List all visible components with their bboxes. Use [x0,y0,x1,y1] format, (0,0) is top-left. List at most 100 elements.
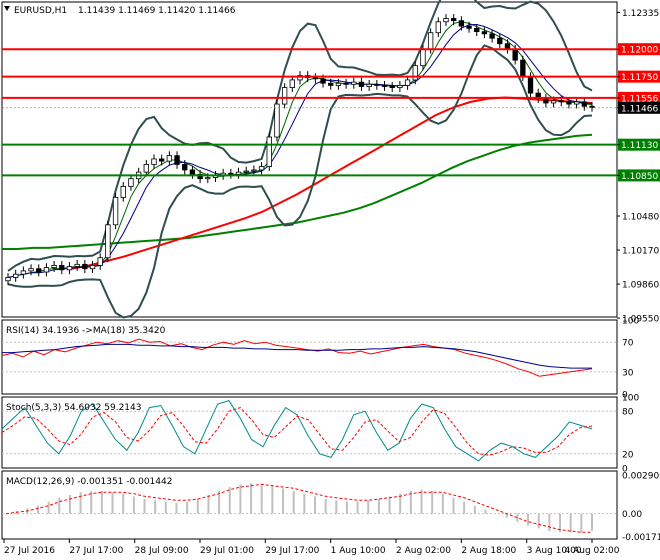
candle[interactable] [504,39,511,54]
candle[interactable] [512,44,518,65]
candle-body [159,158,165,162]
candle[interactable] [351,77,357,89]
candle[interactable] [366,79,372,91]
candle[interactable] [312,73,319,84]
stochastic-panel[interactable] [1,400,617,462]
candle-body [312,77,319,80]
candle[interactable] [235,167,242,179]
candle-body [205,177,211,180]
candle[interactable] [182,160,188,175]
candle[interactable] [481,27,488,39]
macd-panel[interactable] [2,483,617,533]
candle[interactable] [5,273,11,286]
candle-body [151,158,157,165]
candle[interactable] [59,261,65,275]
candle[interactable] [174,151,180,169]
candle[interactable] [151,154,157,169]
time-tick-label: 27 Jul 2016 [4,546,55,556]
candle[interactable] [404,75,411,90]
rsi-line [1,338,593,377]
candle[interactable] [443,14,449,27]
candle-body [74,263,80,267]
candle[interactable] [358,77,365,91]
candle[interactable] [20,266,27,279]
candle[interactable] [228,168,234,179]
stoch-tick-label: 20 [622,450,634,460]
level-price-box [618,138,660,151]
candle[interactable] [13,269,19,282]
candle[interactable] [266,132,272,172]
candle[interactable] [458,16,465,31]
candle[interactable] [297,71,303,85]
candle-body [228,172,234,175]
price-panel[interactable] [2,0,617,319]
candle[interactable] [159,154,165,166]
rsi-panel[interactable] [1,338,617,377]
macd-tick-label: 0.002903 [622,471,660,481]
candle[interactable] [451,14,457,26]
candle-body [497,37,503,45]
candle[interactable] [97,253,103,270]
candle-body [397,85,403,89]
candle[interactable] [535,88,541,103]
candle-body [351,81,357,85]
candle[interactable] [166,151,173,166]
candle[interactable] [128,174,134,191]
candle[interactable] [489,29,495,43]
candle[interactable] [258,162,265,175]
candle[interactable] [412,61,418,85]
candle[interactable] [197,169,203,184]
candle[interactable] [581,97,587,111]
candle[interactable] [328,78,334,90]
current-price-label: 1.11466 [621,104,658,114]
candle[interactable] [435,17,441,38]
candle[interactable] [397,81,403,92]
candle[interactable] [28,264,34,276]
candle-body [481,31,488,35]
candle[interactable] [573,97,580,109]
candle[interactable] [66,262,73,275]
time-axis: 27 Jul 2016 27 Jul 17:00 28 Jul 09:00 29 Ju… [3,539,620,556]
candle[interactable] [474,23,480,37]
candle[interactable] [220,168,226,180]
rsi-tick-label: 30 [622,368,634,378]
price-tick-label: 1.09550 [622,315,659,325]
candle[interactable] [89,261,96,274]
candle[interactable] [43,263,50,277]
candle-body [558,100,564,103]
candle[interactable] [274,99,280,142]
candle[interactable] [36,264,42,277]
candle[interactable] [74,259,80,271]
stoch-main-line [1,400,593,462]
candle[interactable] [289,75,295,92]
candle[interactable] [120,182,126,202]
ma-slow-line [7,23,593,278]
time-tick-label: 4 Aug 02:00 [565,546,620,556]
candle[interactable] [82,259,88,274]
candle-body [427,32,434,50]
candle[interactable] [281,83,288,109]
candle[interactable] [497,33,503,49]
candle[interactable] [543,94,549,108]
candle[interactable] [343,78,349,89]
candle[interactable] [566,97,572,109]
candle[interactable] [105,220,111,263]
candle[interactable] [374,79,380,90]
candle-body [381,85,388,87]
current-price-box [618,101,660,114]
candle[interactable] [466,21,472,33]
candle[interactable] [589,101,595,112]
candle[interactable] [389,82,395,92]
candle[interactable] [112,192,119,230]
candle[interactable] [189,165,196,179]
candle-body [297,75,303,81]
rsi-tick-label: 100 [622,317,639,327]
candle[interactable] [381,81,388,91]
candle[interactable] [51,261,57,272]
candle-body [520,59,526,78]
candle[interactable] [251,165,257,176]
price-tick-label: 1.09860 [622,281,659,291]
candle[interactable] [143,160,149,177]
candle[interactable] [335,78,342,90]
